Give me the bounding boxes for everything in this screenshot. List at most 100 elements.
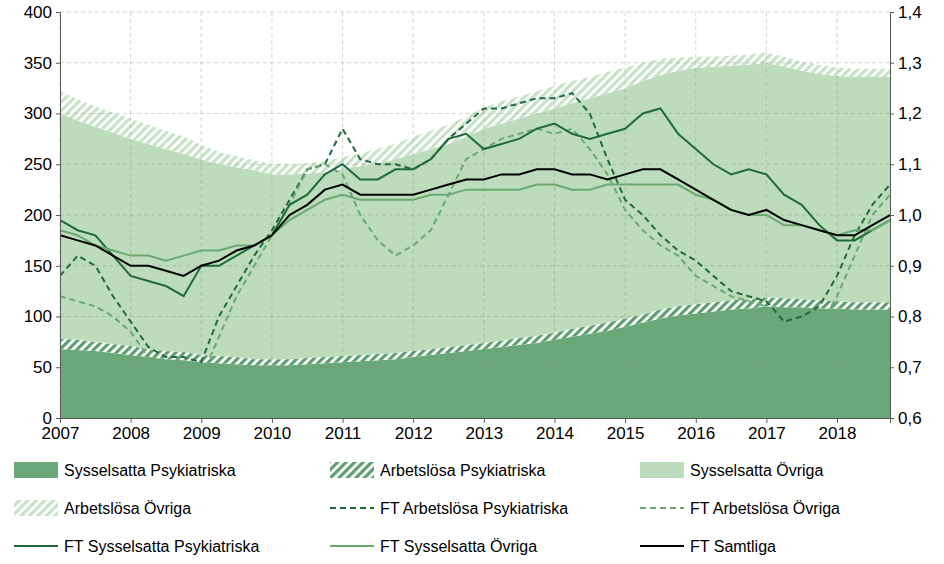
grid-line: [60, 113, 890, 114]
tick: 2010: [254, 418, 292, 443]
area: [60, 53, 890, 175]
grid-line: [130, 12, 131, 418]
tick-label: 2008: [112, 424, 150, 443]
tick-label: 350: [24, 54, 52, 73]
tick-label: 1,4: [898, 3, 922, 22]
tick-mark: [625, 418, 626, 423]
tick-label: 400: [24, 3, 52, 22]
tick: 0,9: [890, 257, 922, 276]
tick-mark: [890, 317, 894, 318]
chart: 2007200820092010201120122013201420152016…: [0, 0, 944, 564]
tick-label: 2011: [325, 424, 362, 443]
tick-label: 300: [24, 104, 52, 123]
legend: Sysselsatta PsykiatriskaArbetslösa Psyki…: [14, 462, 840, 555]
legend-item: FT Arbetslösa Övriga: [640, 500, 840, 517]
tick-mark: [890, 266, 894, 267]
legend-item: Sysselsatta Psykiatriska: [14, 462, 236, 479]
y-axis: 0 50 100 150 200 250 300 350 400: [24, 3, 61, 428]
tick-label: 0,7: [898, 358, 922, 377]
tick-mark: [56, 215, 60, 216]
tick-mark: [484, 418, 485, 423]
tick: 2017: [748, 418, 786, 443]
tick: 400: [24, 3, 60, 22]
tick: 2008: [112, 418, 150, 443]
tick-label: 250: [24, 155, 52, 174]
tick-mark: [890, 114, 894, 115]
legend-label: FT Sysselsatta Övriga: [380, 538, 537, 555]
tick: 2018: [819, 418, 857, 443]
tick-mark: [890, 418, 894, 419]
tick: 1,4: [890, 3, 922, 22]
legend-item: FT Sysselsatta Övriga: [330, 538, 537, 555]
tick-label: 100: [24, 307, 52, 326]
axis-line: [61, 419, 891, 424]
legend-item: Arbetslösa Övriga: [14, 500, 191, 517]
tick-mark: [554, 418, 555, 423]
tick: 2012: [395, 418, 433, 443]
legend-label: FT Sysselsatta Psykiatriska: [64, 538, 259, 555]
tick: 1,0: [890, 206, 922, 225]
legend-label: Sysselsatta Psykiatriska: [64, 462, 236, 479]
tick: 50: [33, 358, 60, 377]
grid-line: [837, 12, 838, 418]
tick: 2011: [325, 418, 362, 443]
legend-swatch: [14, 500, 58, 516]
tick-label: 0,9: [898, 257, 922, 276]
tick: 200: [24, 206, 60, 225]
legend-swatch: [330, 507, 374, 509]
y2-axis: 0,60,70,80,91,01,11,21,31,4: [890, 3, 922, 428]
tick-mark: [890, 367, 894, 368]
tick: 300: [24, 104, 60, 123]
tick-label: 150: [24, 257, 52, 276]
tick-label: 2013: [465, 424, 503, 443]
line: [60, 108, 890, 296]
x-axis: 2007200820092010201120122013201420152016…: [42, 418, 891, 443]
grid-line: [201, 12, 202, 418]
tick-mark: [766, 418, 767, 423]
tick: 0,8: [890, 307, 922, 326]
tick: 150: [24, 257, 60, 276]
tick-label: 0: [43, 409, 52, 428]
tick: 2014: [536, 418, 574, 443]
tick-label: 50: [33, 358, 52, 377]
tick-label: 2010: [254, 424, 292, 443]
tick-label: 1,1: [898, 155, 922, 174]
legend-swatch: [14, 462, 58, 478]
tick-mark: [890, 215, 894, 216]
grid-line: [60, 367, 890, 368]
grid-line: [483, 12, 484, 418]
grid-line: [60, 164, 890, 165]
grid-line: [60, 316, 890, 317]
legend-item: FT Arbetslösa Psykiatriska: [330, 500, 568, 517]
tick-mark: [343, 418, 344, 423]
tick: 2009: [183, 418, 221, 443]
grid-line: [554, 12, 555, 418]
tick-mark: [56, 418, 60, 419]
tick: 0,7: [890, 358, 922, 377]
tick-mark: [56, 114, 60, 115]
tick-mark: [890, 164, 894, 165]
grid-line: [695, 12, 696, 418]
tick-label: 1,3: [898, 54, 922, 73]
line: [60, 93, 890, 362]
lines: [60, 93, 890, 377]
grid-line: [60, 12, 890, 13]
legend-swatch: [640, 507, 684, 509]
tick-mark: [56, 63, 60, 64]
legend-item: Sysselsatta Övriga: [640, 462, 823, 479]
tick: 0,6: [890, 409, 922, 428]
grid-line: [60, 62, 890, 63]
tick: 350: [24, 54, 60, 73]
grid-line: [271, 12, 272, 418]
legend-label: FT Arbetslösa Övriga: [690, 500, 840, 517]
tick: 2013: [465, 418, 503, 443]
tick-mark: [837, 418, 838, 423]
plot-area: [60, 53, 890, 418]
tick: 100: [24, 307, 60, 326]
tick-label: 200: [24, 206, 52, 225]
tick: 0: [43, 409, 60, 428]
grid-line: [342, 12, 343, 418]
legend-label: FT Arbetslösa Psykiatriska: [380, 500, 568, 517]
grid: [60, 12, 890, 418]
tick-label: 2016: [677, 424, 715, 443]
